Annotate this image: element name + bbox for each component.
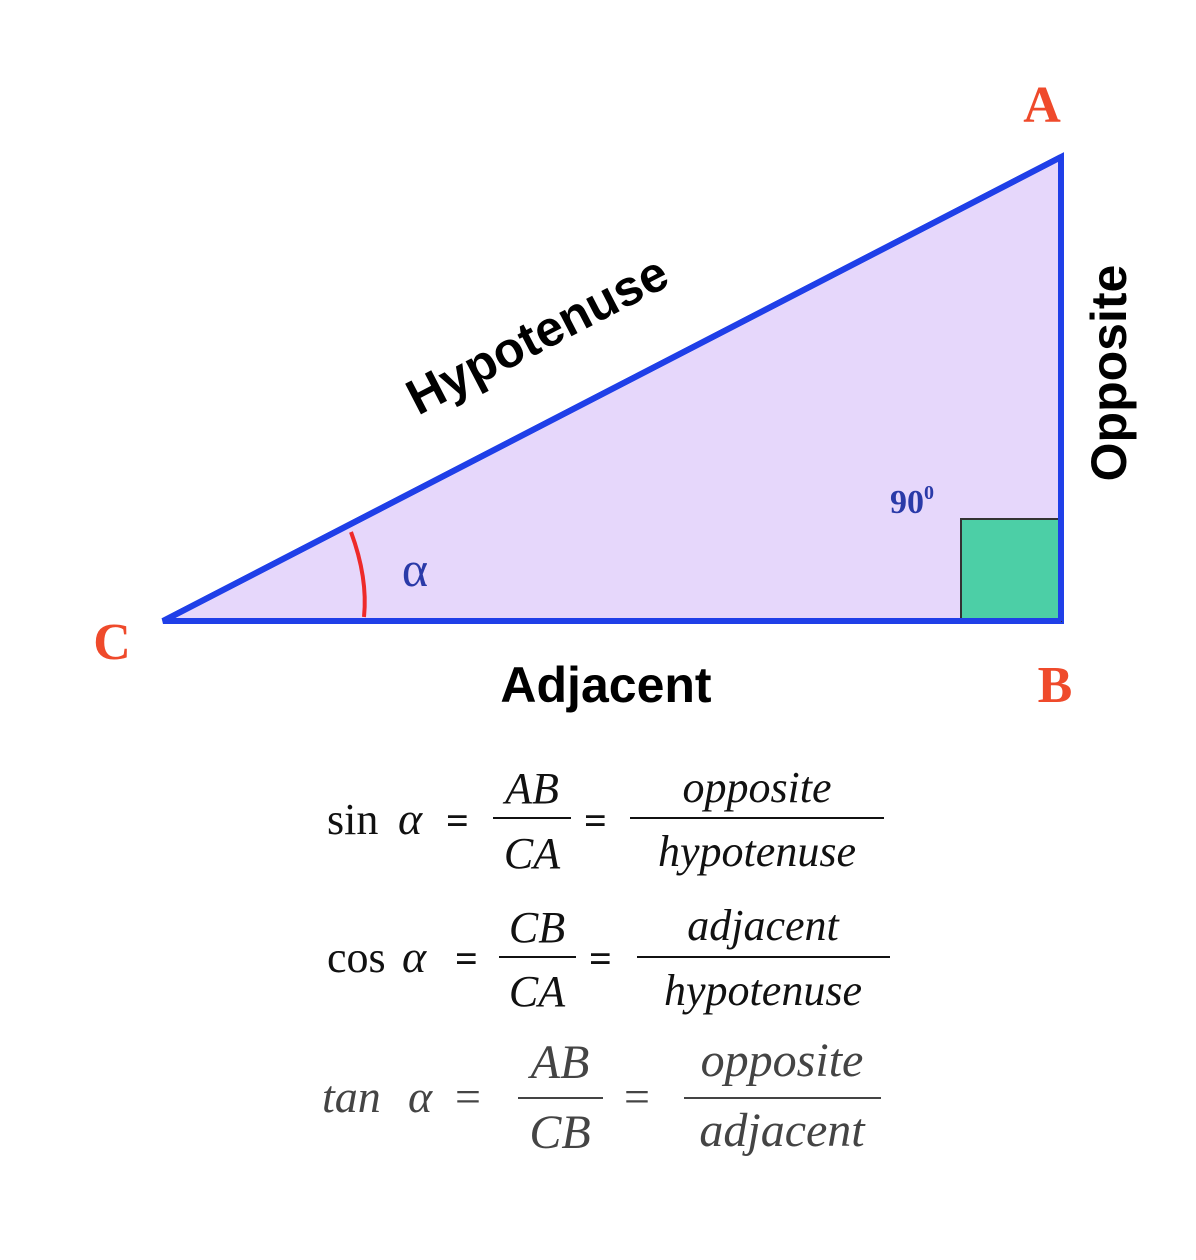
side-hypotenuse-line [161, 154, 1063, 624]
sin-denominator-1: CA [504, 829, 561, 878]
sin-func: sin [327, 795, 378, 844]
cos-denominator-2: hypotenuse [664, 966, 862, 1015]
sin-numerator-1: AB [502, 764, 559, 813]
right-angle-degree: 0 [924, 482, 934, 504]
sin-var: α [398, 793, 423, 844]
sin-denominator-2: hypotenuse [658, 827, 856, 876]
tan-denominator-2: adjacent [699, 1104, 866, 1157]
cos-equals-1: = [455, 936, 478, 981]
cos-formula: cos α = CB CA = adjacent hypotenuse [327, 901, 890, 1016]
sin-equals-1: = [446, 798, 469, 843]
tan-numerator-1: AB [528, 1036, 590, 1089]
tan-formula: tan α = AB CB = opposite adjacent [322, 1034, 881, 1159]
cos-numerator-1: CB [509, 903, 565, 952]
vertex-label-b: B [1038, 657, 1073, 714]
cos-func: cos [327, 933, 386, 982]
cos-denominator-1: CA [509, 967, 566, 1016]
right-angle-marker [960, 518, 1062, 622]
vertex-label-a: A [1023, 77, 1061, 134]
tan-var: α [408, 1071, 433, 1122]
sin-numerator-2: opposite [682, 763, 831, 812]
vertex-label-c: C [93, 614, 131, 671]
side-label-adjacent: Adjacent [500, 657, 712, 713]
angle-label-alpha: α [402, 541, 428, 597]
tan-equals-1: = [455, 1071, 481, 1122]
tan-func: tan [322, 1071, 381, 1122]
cos-equals-2: = [589, 936, 612, 981]
cos-numerator-2: adjacent [687, 901, 840, 950]
sin-equals-2: = [584, 798, 607, 843]
tan-numerator-2: opposite [701, 1034, 864, 1087]
angle-arc [349, 531, 367, 618]
cos-var: α [402, 931, 427, 982]
side-label-opposite: Opposite [1081, 265, 1137, 482]
right-angle-number: 90 [890, 484, 924, 521]
sin-formula: sin α = AB CA = opposite hypotenuse [327, 763, 884, 878]
right-angle-value: 900 [890, 482, 934, 521]
tan-equals-2: = [624, 1071, 650, 1122]
tan-denominator-1: CB [529, 1106, 590, 1159]
